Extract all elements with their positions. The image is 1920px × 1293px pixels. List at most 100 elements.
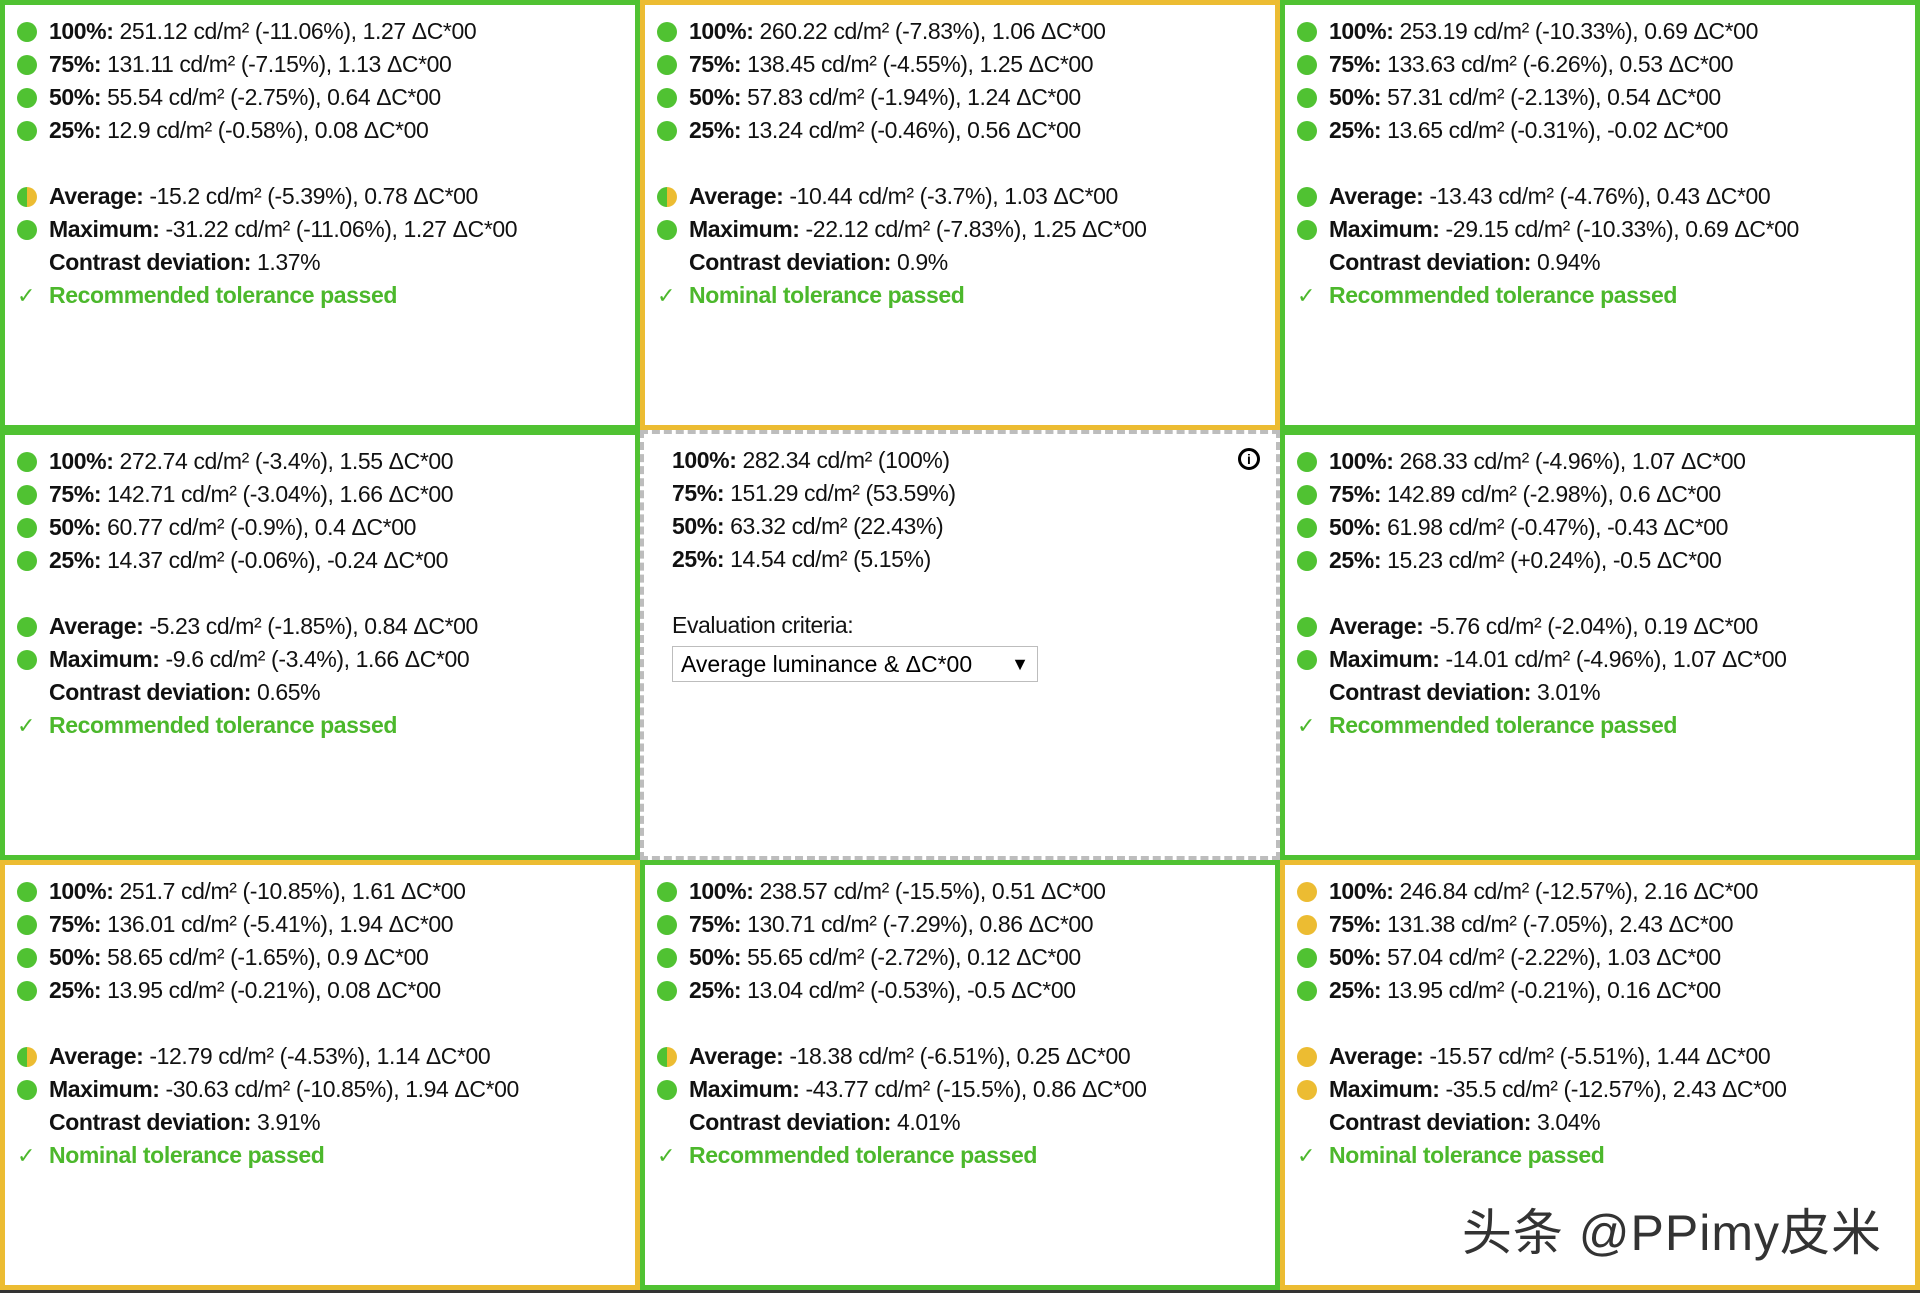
luminance-row: 75%: 138.45 cd/m² (-4.55%), 1.25 ΔC*00 [657, 48, 1275, 81]
row-value: -5.76 cd/m² (-2.04%), 0.19 ΔC*00 [1429, 613, 1758, 639]
row-value: 133.63 cd/m² (-6.26%), 0.53 ΔC*00 [1387, 51, 1734, 77]
status-dot-icon [1297, 881, 1317, 902]
maximum-row: Maximum: -43.77 cd/m² (-15.5%), 0.86 ΔC*0… [657, 1073, 1275, 1106]
luminance-row: 100%: 268.33 cd/m² (-4.96%), 1.07 ΔC*00 [1297, 445, 1915, 478]
status-dot-icon [1297, 1113, 1317, 1133]
row-value: 282.34 cd/m² (100%) [742, 447, 951, 473]
row-value: 251.12 cd/m² (-11.06%), 1.27 ΔC*00 [119, 18, 477, 44]
status-dot-icon [17, 87, 37, 108]
row-value: 55.65 cd/m² (-2.72%), 0.12 ΔC*00 [747, 944, 1081, 970]
status-dot-icon [657, 947, 677, 968]
row-value: 253.19 cd/m² (-10.33%), 0.69 ΔC*00 [1399, 18, 1759, 44]
status-dot-icon [1297, 683, 1317, 703]
luminance-row: 75%: 130.71 cd/m² (-7.29%), 0.86 ΔC*00 [657, 908, 1275, 941]
row-value: -29.15 cd/m² (-10.33%), 0.69 ΔC*00 [1445, 216, 1800, 242]
chevron-down-icon: ▼ [1011, 653, 1029, 674]
row-label: Contrast deviation: [49, 679, 251, 705]
row-value: 130.71 cd/m² (-7.29%), 0.86 ΔC*00 [747, 911, 1094, 937]
status-dot-icon [1297, 120, 1317, 141]
row-label: Contrast deviation: [1329, 1109, 1531, 1135]
row-label: 100%: [49, 18, 114, 44]
status-dot-icon [1297, 1046, 1317, 1067]
row-value: 131.38 cd/m² (-7.05%), 2.43 ΔC*00 [1387, 911, 1734, 937]
row-label: 100%: [689, 18, 754, 44]
status-dot-icon [17, 1046, 37, 1067]
luminance-row: 50%: 58.65 cd/m² (-1.65%), 0.9 ΔC*00 [17, 941, 635, 974]
reference-row: 75%: 151.29 cd/m² (53.59%) [672, 477, 1276, 510]
status-dot-icon [17, 980, 37, 1001]
result-row: ✓ Nominal tolerance passed [17, 1139, 635, 1172]
reference-row: 50%: 63.32 cd/m² (22.43%) [672, 510, 1276, 543]
row-label: Average: [689, 183, 784, 209]
row-value: 63.32 cd/m² (22.43%) [730, 513, 944, 539]
status-dot-icon [17, 253, 37, 273]
criteria-value: Average luminance & ΔC*00 [681, 650, 973, 677]
status-dot-icon [17, 616, 37, 637]
status-dot-icon [657, 253, 677, 273]
status-dot-icon [657, 54, 677, 75]
row-label: 75%: [672, 480, 725, 506]
average-row: Average: -10.44 cd/m² (-3.7%), 1.03 ΔC*00 [657, 180, 1275, 213]
spacer [1297, 147, 1915, 180]
status-dot-icon [17, 451, 37, 472]
luminance-row: 50%: 57.31 cd/m² (-2.13%), 0.54 ΔC*00 [1297, 81, 1915, 114]
status-dot-icon [17, 550, 37, 571]
info-icon[interactable]: i [1238, 448, 1260, 470]
luminance-row: 25%: 12.9 cd/m² (-0.58%), 0.08 ΔC*00 [17, 114, 635, 147]
reference-row: 25%: 14.54 cd/m² (5.15%) [672, 543, 1276, 576]
luminance-row: 50%: 55.54 cd/m² (-2.75%), 0.64 ΔC*00 [17, 81, 635, 114]
row-label: 100%: [49, 878, 114, 904]
status-dot-icon [657, 980, 677, 1001]
row-label: 50%: [1329, 514, 1382, 540]
row-label: Contrast deviation: [1329, 249, 1531, 275]
row-label: Average: [1329, 613, 1424, 639]
row-value: 272.74 cd/m² (-3.4%), 1.55 ΔC*00 [119, 448, 454, 474]
check-icon: ✓ [657, 1143, 676, 1168]
status-dot-icon [657, 1079, 677, 1100]
measurement-cell: 100%: 260.22 cd/m² (-7.83%), 1.06 ΔC*00 75… [640, 0, 1280, 430]
luminance-row: 25%: 13.04 cd/m² (-0.53%), -0.5 ΔC*00 [657, 974, 1275, 1007]
status-dot-icon [17, 649, 37, 670]
average-row: Average: -5.76 cd/m² (-2.04%), 0.19 ΔC*00 [1297, 610, 1915, 643]
average-row: Average: -5.23 cd/m² (-1.85%), 0.84 ΔC*00 [17, 610, 635, 643]
row-value: -43.77 cd/m² (-15.5%), 0.86 ΔC*00 [805, 1076, 1147, 1102]
row-label: Average: [49, 613, 144, 639]
status-dot-icon [17, 881, 37, 902]
average-row: Average: -13.43 cd/m² (-4.76%), 0.43 ΔC*0… [1297, 180, 1915, 213]
status-dot-icon [1297, 186, 1317, 207]
luminance-row: 100%: 251.12 cd/m² (-11.06%), 1.27 ΔC*00 [17, 15, 635, 48]
row-label: 50%: [49, 514, 102, 540]
luminance-row: 75%: 142.71 cd/m² (-3.04%), 1.66 ΔC*00 [17, 478, 635, 511]
row-label: 75%: [49, 481, 102, 507]
row-value: -22.12 cd/m² (-7.83%), 1.25 ΔC*00 [805, 216, 1147, 242]
status-dot-icon [657, 219, 677, 240]
result-text: Nominal tolerance passed [1329, 1142, 1605, 1168]
row-label: Average: [1329, 183, 1424, 209]
measurement-cell: 100%: 246.84 cd/m² (-12.57%), 2.16 ΔC*00 7… [1280, 860, 1920, 1290]
row-value: 13.95 cd/m² (-0.21%), 0.16 ΔC*00 [1387, 977, 1721, 1003]
status-dot-icon [17, 186, 37, 207]
row-label: 50%: [672, 513, 725, 539]
average-row: Average: -15.2 cd/m² (-5.39%), 0.78 ΔC*00 [17, 180, 635, 213]
row-label: Average: [689, 1043, 784, 1069]
row-value: 58.65 cd/m² (-1.65%), 0.9 ΔC*00 [107, 944, 429, 970]
criteria-select[interactable]: Average luminance & ΔC*00 ▼ [672, 646, 1038, 682]
row-label: 100%: [1329, 448, 1394, 474]
measurement-cell: 100%: 268.33 cd/m² (-4.96%), 1.07 ΔC*00 75… [1280, 430, 1920, 860]
row-value: -9.6 cd/m² (-3.4%), 1.66 ΔC*00 [165, 646, 470, 672]
row-label: 50%: [49, 944, 102, 970]
row-value: 15.23 cd/m² (+0.24%), -0.5 ΔC*00 [1387, 547, 1722, 573]
average-row: Average: -15.57 cd/m² (-5.51%), 1.44 ΔC*0… [1297, 1040, 1915, 1073]
result-text: Nominal tolerance passed [689, 282, 965, 308]
check-icon: ✓ [17, 1143, 36, 1168]
row-label: 75%: [1329, 481, 1382, 507]
row-value: 3.04% [1536, 1109, 1601, 1135]
row-label: Average: [1329, 1043, 1424, 1069]
contrast-row: Contrast deviation: 0.9% [657, 246, 1275, 279]
row-value: 60.77 cd/m² (-0.9%), 0.4 ΔC*00 [107, 514, 416, 540]
status-dot-icon [1297, 219, 1317, 240]
status-dot-icon [657, 1046, 677, 1067]
row-label: 25%: [1329, 117, 1382, 143]
row-value: -18.38 cd/m² (-6.51%), 0.25 ΔC*00 [789, 1043, 1131, 1069]
